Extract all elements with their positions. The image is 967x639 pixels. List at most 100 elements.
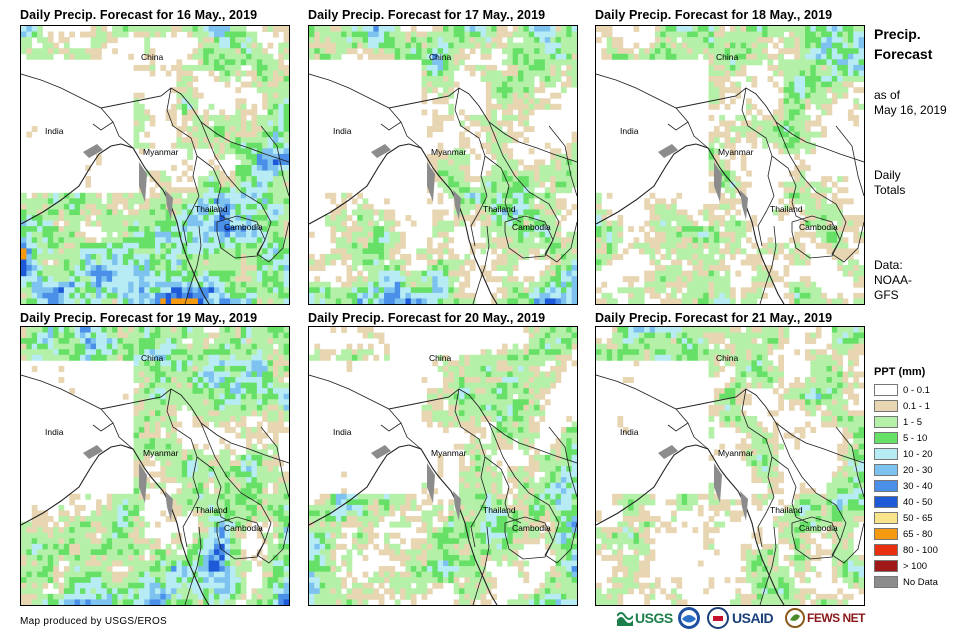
border-laos-vietnam — [488, 422, 577, 564]
heading-line: Forecast — [874, 46, 933, 62]
label-china: China — [716, 353, 739, 363]
no-data-area — [658, 144, 678, 158]
label-india: India — [45, 126, 64, 136]
border-cambodia — [504, 215, 554, 259]
label-india: India — [45, 427, 64, 437]
as-of-label: as of — [874, 88, 901, 102]
no-data-area — [453, 190, 461, 220]
legend-item: 10 - 20 — [874, 446, 933, 462]
border-cambodia — [504, 516, 554, 560]
label-cambodia: Cambodia — [512, 523, 551, 533]
legend-label: 50 - 65 — [903, 512, 933, 524]
no-data-area — [371, 144, 391, 158]
legend-item: 0.1 - 1 — [874, 398, 930, 414]
legend-swatch — [874, 480, 898, 492]
totals-line: Totals — [874, 183, 906, 197]
label-myanmar: Myanmar — [718, 448, 754, 458]
legend-label: 0 - 0.1 — [903, 384, 930, 396]
border-myanmar-east — [166, 388, 200, 548]
border-peninsula — [184, 225, 202, 304]
border-peninsula — [759, 526, 777, 605]
legend-swatch — [874, 528, 898, 540]
legend-swatch — [874, 448, 898, 460]
legend-swatch — [874, 560, 898, 572]
coastline-myanmar — [408, 444, 498, 605]
fewsnet-leaf-icon — [785, 608, 805, 628]
usaid-logo: USAID — [707, 606, 774, 630]
border-laos-vietnam — [775, 121, 864, 263]
legend-swatch — [874, 400, 898, 412]
legend-swatch — [874, 384, 898, 396]
no-data-area — [165, 491, 173, 521]
label-thailand: Thailand — [770, 505, 803, 515]
label-myanmar: Myanmar — [431, 147, 467, 157]
legend-label: > 100 — [903, 560, 928, 572]
forecast-map: China India Myanmar Thailand Cambodia — [308, 326, 578, 606]
no-data-area — [371, 445, 391, 459]
label-india: India — [620, 427, 639, 437]
legend-label: 5 - 10 — [903, 432, 928, 444]
coastline-vietnam — [260, 426, 289, 498]
legend-item: 40 - 50 — [874, 494, 933, 510]
legend-label: No Data — [903, 576, 938, 588]
border-myanmar-west — [667, 107, 709, 149]
country-borders — [596, 73, 864, 304]
country-borders — [21, 73, 289, 304]
forecast-map: China India Myanmar Thailand Cambodia — [20, 25, 290, 305]
coastline-india — [309, 444, 410, 526]
coastline-myanmar — [120, 444, 210, 605]
country-borders — [309, 73, 577, 304]
legend-item: 1 - 5 — [874, 414, 922, 430]
legend-title: PPT (mm) — [874, 366, 926, 378]
legend-swatch — [874, 464, 898, 476]
no-data-area — [714, 162, 722, 202]
legend-label: 65 - 80 — [903, 528, 933, 540]
legend-label: 20 - 30 — [903, 464, 933, 476]
country-borders — [596, 374, 864, 605]
label-china: China — [141, 52, 164, 62]
label-china: China — [429, 353, 452, 363]
as-of-date: as of May 16, 2019 — [874, 88, 947, 118]
map-credit: Map produced by USGS/EROS — [20, 616, 168, 627]
border-peninsula — [472, 526, 490, 605]
label-china: China — [141, 353, 164, 363]
border-thailand-laos — [771, 456, 809, 524]
label-thailand: Thailand — [483, 204, 516, 214]
noaa-logo — [677, 606, 701, 630]
usgs-logo: USGS — [617, 606, 673, 630]
usgs-wave-icon — [617, 612, 633, 626]
no-data-area — [139, 463, 147, 503]
legend-label: 1 - 5 — [903, 416, 923, 428]
border-peninsula — [184, 526, 202, 605]
panel-title: Daily Precip. Forecast for 16 May., 2019 — [20, 8, 258, 22]
border-myanmar-west — [380, 107, 422, 149]
border-myanmar-west — [380, 408, 422, 450]
precip-raster — [309, 327, 577, 605]
label-india: India — [333, 427, 352, 437]
sidebar-heading: Precip. Forecast — [874, 24, 932, 64]
label-thailand: Thailand — [195, 505, 228, 515]
legend-item: No Data — [874, 574, 938, 590]
no-data-area — [83, 445, 103, 459]
border-myanmar-east — [741, 388, 775, 548]
label-china: China — [716, 52, 739, 62]
border-cambodia — [216, 516, 266, 560]
legend-swatch — [874, 512, 898, 524]
border-myanmar-west — [667, 408, 709, 450]
label-india: India — [333, 126, 352, 136]
heading-line: Precip. — [874, 26, 921, 42]
border-myanmar-west — [92, 408, 134, 450]
country-borders — [309, 374, 577, 605]
no-data-area — [427, 162, 435, 202]
coastline-india — [309, 143, 410, 225]
no-data-area — [139, 162, 147, 202]
no-data-area — [658, 445, 678, 459]
precip-raster — [21, 26, 289, 304]
border-myanmar-west — [92, 107, 134, 149]
coastline-vietnam — [835, 125, 864, 197]
no-data-area — [453, 491, 461, 521]
coastline-vietnam — [548, 426, 577, 498]
label-cambodia: Cambodia — [224, 523, 263, 533]
border-thailand-laos — [484, 456, 522, 524]
coastline-myanmar — [695, 143, 785, 304]
